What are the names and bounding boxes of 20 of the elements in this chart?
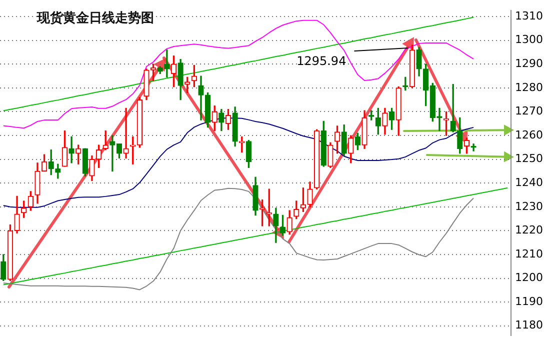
y-tick-label: 1210 [515,247,543,260]
candlestick [123,108,129,158]
y-tick-label: 1190 [515,294,543,308]
y-tick-label: 1270 [515,104,543,118]
candlestick [164,50,170,78]
chart-title: 现货黄金日线走势图 [37,10,154,27]
y-tick-label: 1240 [515,176,543,189]
y-tick-label: 1220 [515,224,543,237]
y-tick-label: 1280 [515,80,543,94]
annotation: 1295.94 [296,54,346,68]
y-tick-label: 1300 [515,33,543,46]
y-tick-label: 1310 [515,9,543,22]
y-tick-label: 1260 [515,128,543,142]
candlestick [68,136,74,164]
y-tick-label: 1180 [515,318,543,332]
candlestick [198,76,204,120]
y-tick-label: 1290 [515,57,543,70]
y-tick-label: 1230 [515,200,543,213]
y-tick-label: 1250 [515,152,543,166]
y-tick-label: 1200 [515,271,543,284]
